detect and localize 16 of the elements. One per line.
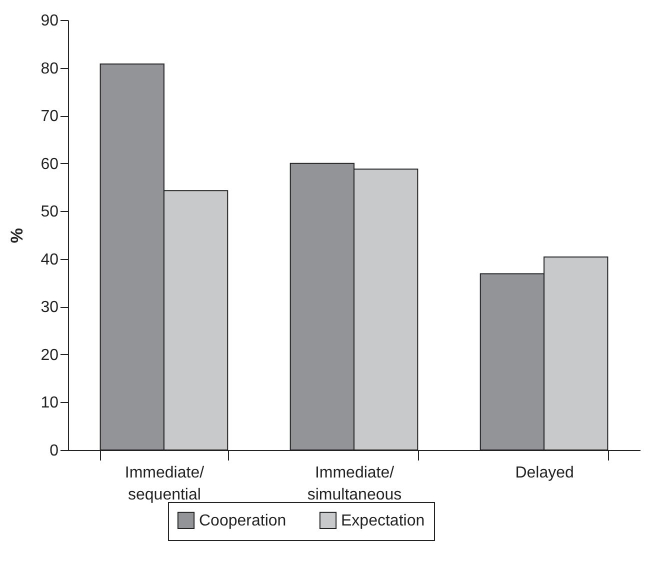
x-tick-label: Immediate/ simultaneous: [307, 464, 402, 504]
y-tick-label: 70: [40, 108, 59, 126]
y-axis-title: %: [8, 228, 27, 244]
y-tick-label: 50: [40, 204, 59, 221]
y-tick-label: 30: [40, 299, 59, 316]
y-tick-label: 0: [50, 442, 59, 460]
y-tick-label: 10: [40, 394, 59, 412]
y-tick-label: 80: [40, 60, 59, 78]
legend-label: Expectation: [341, 512, 425, 530]
x-tick-label: Delayed: [515, 464, 574, 482]
legend-label: Cooperation: [199, 512, 286, 530]
x-tick-label: Immediate/ sequential: [124, 464, 205, 504]
y-tick-label: 20: [40, 346, 59, 364]
y-tick-label: 90: [40, 12, 59, 30]
y-tick-label: 60: [40, 156, 59, 173]
y-tick-label: 40: [40, 251, 59, 268]
